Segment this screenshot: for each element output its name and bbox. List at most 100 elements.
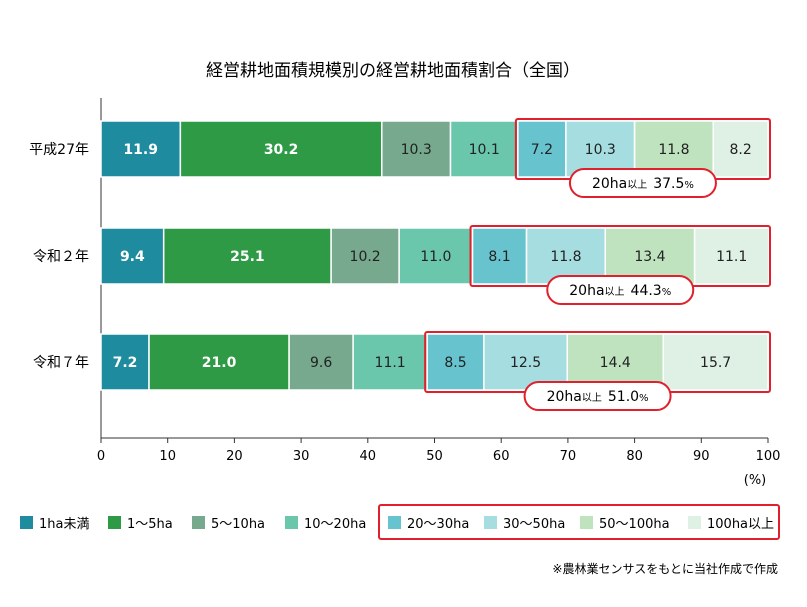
- callout: 20ha以上 44.3%: [546, 275, 695, 305]
- data-label: 10.3: [401, 142, 432, 158]
- data-label: 7.2: [531, 142, 553, 158]
- legend-label: 10～20ha: [304, 517, 366, 532]
- callout-pill: [546, 275, 695, 305]
- bar-segment: [352, 333, 428, 391]
- bar-segment: [449, 120, 519, 178]
- legend-label: 30～50ha: [503, 517, 565, 532]
- x-tick-label: 40: [360, 449, 377, 464]
- legend-swatch: [388, 516, 401, 529]
- x-tick-label: 30: [293, 449, 310, 464]
- chart-title: 経営耕地面積規模別の経営耕地面積割合（全国）: [206, 61, 580, 81]
- data-label: 21.0: [202, 355, 237, 371]
- data-label: 8.2: [730, 142, 752, 158]
- callout-small: 以上: [582, 392, 602, 404]
- callout-text: 20ha以上 44.3%: [569, 283, 671, 299]
- category-label: 令和２年: [33, 249, 89, 265]
- data-label: 30.2: [264, 142, 299, 158]
- plot-area: 0 10 20 30 40 50 60 70 80 90 100 (%) 平成27年 11.9 30.2 10…: [29, 98, 780, 488]
- data-label: 11.9: [123, 142, 158, 158]
- legend-swatch: [108, 516, 121, 529]
- legend-swatch: [484, 516, 497, 529]
- legend-swatch: [688, 516, 701, 529]
- data-label: 10.3: [585, 142, 616, 158]
- callout-label: 20ha: [547, 389, 582, 405]
- callout-pill: [568, 168, 717, 198]
- bar-segment: [471, 227, 528, 285]
- callout-label: 20ha: [592, 176, 627, 192]
- callout-value: 44.3: [631, 283, 662, 299]
- callout-unit: %: [684, 180, 694, 191]
- callout-small: 以上: [627, 179, 647, 191]
- legend-swatch: [580, 516, 593, 529]
- data-label: 9.4: [120, 249, 145, 265]
- legend-swatch: [285, 516, 298, 529]
- data-label: 11.1: [375, 355, 406, 371]
- callout-unit: %: [639, 393, 649, 404]
- callout: 20ha以上 37.5%: [568, 168, 717, 198]
- legend-label: 50～100ha: [599, 517, 670, 532]
- x-tick-label: 90: [693, 449, 710, 464]
- bar-segment: [330, 227, 400, 285]
- bar-segment: [288, 333, 354, 391]
- x-tick-label: 0: [97, 449, 105, 464]
- data-label: 8.1: [488, 249, 510, 265]
- legend-label: 20～30ha: [407, 517, 469, 532]
- legend: 1ha未満 1～5ha 5～10ha 10～20ha 20～30ha 30～50ha 50～…: [20, 504, 780, 540]
- x-axis-unit: (%): [744, 473, 767, 488]
- data-label: 11.8: [658, 142, 689, 158]
- data-label: 12.5: [510, 355, 541, 371]
- data-label: 15.7: [700, 355, 731, 371]
- data-label: 9.6: [310, 355, 332, 371]
- callout-value: 51.0: [608, 389, 639, 405]
- bar-segment: [566, 333, 665, 391]
- data-label: 14.4: [600, 355, 631, 371]
- bar-segment: [633, 120, 715, 178]
- callout-label: 20ha: [569, 283, 604, 299]
- data-label: 11.1: [716, 249, 747, 265]
- x-tick-label: 60: [493, 449, 510, 464]
- category-label: 令和７年: [33, 355, 89, 371]
- legend-label: 5～10ha: [211, 517, 265, 532]
- callout-text: 20ha以上 37.5%: [592, 176, 694, 192]
- data-label: 11.0: [420, 249, 451, 265]
- callout-pill: [523, 381, 672, 411]
- callout-text: 20ha以上 51.0%: [547, 389, 649, 405]
- bar-segment: [162, 227, 332, 285]
- callout: 20ha以上 51.0%: [523, 381, 672, 411]
- callout-small: 以上: [605, 286, 625, 298]
- bar-segment: [693, 227, 770, 285]
- category-label: 平成27年: [29, 142, 89, 158]
- source-note: ※農林業センサスをもとに当社作成で作成: [552, 561, 778, 576]
- x-tick-label: 100: [756, 449, 781, 464]
- data-label: 25.1: [230, 249, 265, 265]
- x-tick-label: 10: [159, 449, 176, 464]
- data-label: 13.4: [634, 249, 665, 265]
- bar-segment: [381, 120, 452, 178]
- x-tick-label: 20: [226, 449, 243, 464]
- bar-segment: [712, 120, 769, 178]
- legend-highlight-box: [378, 504, 780, 540]
- legend-label: 1ha未満: [39, 517, 89, 532]
- legend-swatch: [20, 516, 33, 529]
- data-label: 7.2: [113, 355, 138, 371]
- data-label: 10.2: [350, 249, 381, 265]
- legend-label: 1～5ha: [127, 517, 173, 532]
- legend-swatch: [192, 516, 205, 529]
- x-tick-label: 80: [626, 449, 643, 464]
- bar-segment: [179, 120, 383, 178]
- bar-segment: [662, 333, 769, 391]
- x-tick-label: 70: [560, 449, 577, 464]
- data-label: 8.5: [444, 355, 466, 371]
- bar-segment: [100, 227, 165, 285]
- data-label: 11.8: [550, 249, 581, 265]
- bar-segment: [525, 227, 607, 285]
- bar-segment: [100, 333, 150, 391]
- legend-label: 100ha以上: [707, 517, 774, 532]
- data-label: 10.1: [469, 142, 500, 158]
- callout-value: 37.5: [653, 176, 684, 192]
- callout-unit: %: [662, 287, 672, 298]
- bar-segment: [398, 227, 474, 285]
- x-tick-label: 50: [426, 449, 443, 464]
- bar-segment: [517, 120, 567, 178]
